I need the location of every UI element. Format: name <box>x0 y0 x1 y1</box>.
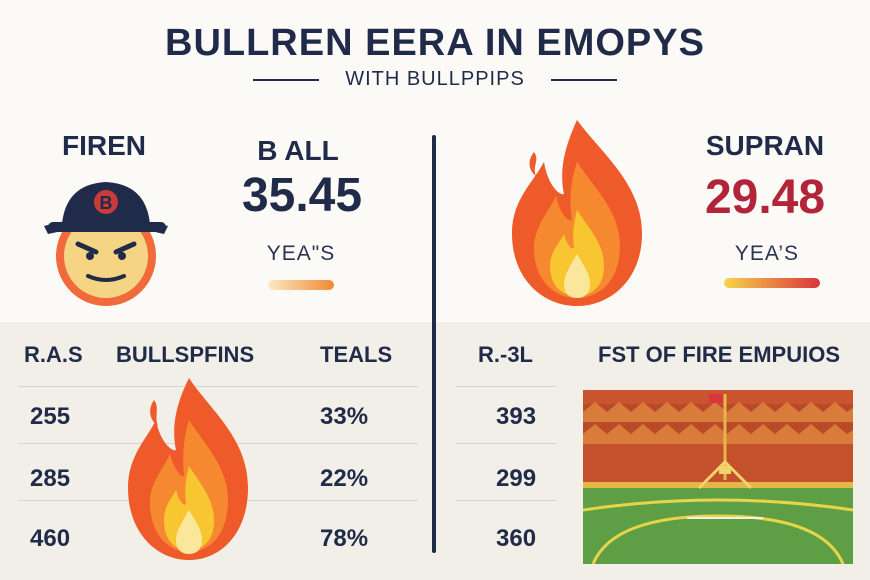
left-table-cell-teals: 33% <box>320 403 369 430</box>
left-table-rule <box>18 386 418 387</box>
left-table-cell-teals: 78% <box>320 525 369 552</box>
left-stat-caption: YEA"S <box>266 242 336 265</box>
page-title: BULLREN EERA IN EMOPYS <box>165 22 705 64</box>
right-panel-label: SUPRAN <box>705 130 825 161</box>
right-table-header-r3l: R.-3L <box>478 342 533 367</box>
flame-icon <box>512 120 642 306</box>
left-stat-label: B ALL <box>257 135 339 166</box>
right-table-cell-value: 360 <box>496 525 537 552</box>
left-stat-bar <box>268 280 334 290</box>
right-stat-value: 29.48 <box>704 171 826 224</box>
right-table-rule <box>456 500 556 501</box>
left-table-cell-teals: 22% <box>320 465 369 492</box>
page-subtitle: WITH BULLPPIPS <box>345 68 525 90</box>
left-table-header-bullspfins: BULLSPFINS <box>116 342 255 367</box>
left-table-header-ras: R.A.S <box>24 342 83 367</box>
right-stat-bar <box>724 278 820 288</box>
subtitle-row: WITH BULLPPIPS <box>0 68 870 91</box>
right-table-rule <box>456 386 556 387</box>
right-table-rule <box>456 443 556 444</box>
cap-letter: B <box>100 193 113 213</box>
subtitle-rule-left <box>253 78 320 81</box>
left-table-cell-ras: 460 <box>30 525 71 552</box>
right-stat-caption: YEA’S <box>734 242 800 265</box>
left-stat-value: 35.45 <box>241 169 363 222</box>
right-table-cell-value: 299 <box>496 465 537 492</box>
flame-icon <box>128 378 248 560</box>
left-table-cell-ras: 255 <box>30 403 71 430</box>
left-table-header-teals: TEALS <box>320 342 393 367</box>
subtitle-rule-right <box>550 78 617 81</box>
center-divider <box>432 135 436 553</box>
angry-cap-face-icon: B <box>44 182 168 306</box>
left-panel-label: FIREN <box>62 130 146 161</box>
right-table-cell-value: 393 <box>496 403 537 430</box>
right-table-header-fst-of-fire: FST OF FIRE EMPUIOS <box>598 342 841 367</box>
baseball-field-icon <box>583 390 853 564</box>
left-table-cell-ras: 285 <box>30 465 71 492</box>
